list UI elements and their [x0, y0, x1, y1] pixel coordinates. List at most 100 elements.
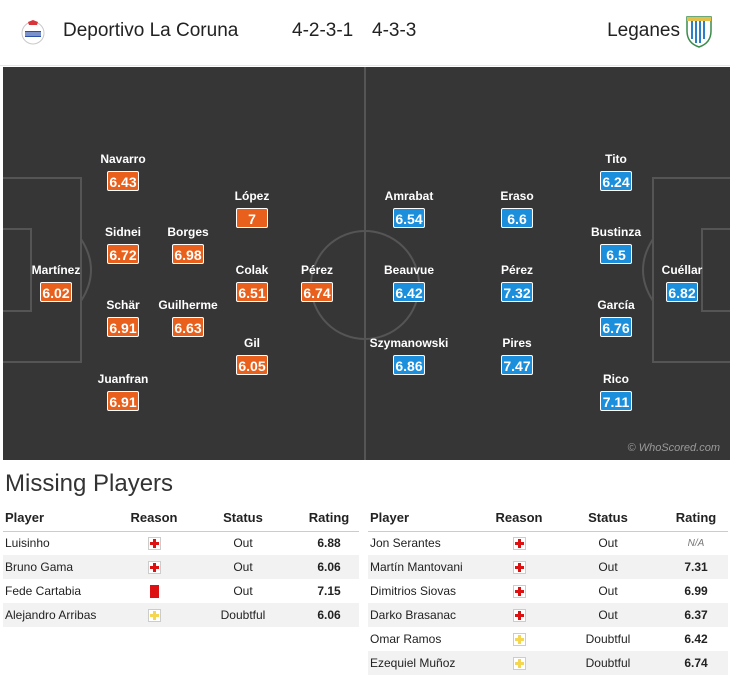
- home-player-colak[interactable]: Colak 6.51: [207, 263, 297, 303]
- away-player-szymanowski[interactable]: Szymanowski 6.86: [364, 336, 454, 376]
- injury-icon: [512, 561, 526, 575]
- away-player-tito[interactable]: Tito 6.24: [571, 152, 661, 192]
- leganes-crest-icon: [686, 16, 712, 48]
- home-player-juanfran[interactable]: Juanfran 6.91: [78, 372, 168, 412]
- player-rating: 6.74: [301, 282, 333, 302]
- away-player-perez[interactable]: Pérez 7.32: [472, 263, 562, 303]
- missing-player-name[interactable]: Darko Brasanac: [368, 603, 486, 627]
- player-name: Eraso: [500, 189, 534, 203]
- status-cell: Out: [552, 603, 664, 627]
- missing-player-name[interactable]: Alejandro Arribas: [3, 603, 121, 627]
- player-rating: 7: [236, 208, 268, 228]
- player-name: García: [597, 298, 635, 312]
- missing-player-name[interactable]: Ezequiel Muñoz: [368, 651, 486, 675]
- reason-cell: [486, 555, 552, 579]
- player-name: López: [234, 189, 270, 203]
- away-player-bustinza[interactable]: Bustinza 6.5: [571, 225, 661, 265]
- column-header-rating: Rating: [664, 505, 728, 532]
- away-player-beauvue[interactable]: Beauvue 6.42: [364, 263, 454, 303]
- player-name: Colak: [235, 263, 269, 277]
- rating-cell: 6.42: [684, 632, 708, 646]
- player-rating: 6.43: [107, 171, 139, 191]
- home-player-gil[interactable]: Gil 6.05: [207, 336, 297, 376]
- away-player-amrabat[interactable]: Amrabat 6.54: [364, 189, 454, 229]
- home-player-lopez[interactable]: López 7: [207, 189, 297, 229]
- injury-icon: [512, 609, 526, 623]
- away-missing-table: Player Reason Status Rating Jon Serantes…: [368, 505, 728, 675]
- reason-cell: [486, 651, 552, 675]
- column-header-reason: Reason: [486, 505, 552, 532]
- home-player-guilherme[interactable]: Guilherme 6.63: [143, 298, 233, 338]
- status-cell: Out: [552, 555, 664, 579]
- pitch: Martínez 6.02 Navarro 6.43 Sidnei 6.72 S…: [3, 67, 730, 460]
- doubtful-icon: [147, 609, 161, 623]
- home-team-name[interactable]: Deportivo La Coruna: [63, 20, 239, 41]
- table-row: Dimitrios Siovas Out 6.99: [368, 579, 728, 603]
- player-name: Guilherme: [158, 298, 218, 312]
- rating-cell: 6.88: [317, 536, 341, 551]
- away-team-name[interactable]: Leganes: [607, 20, 680, 41]
- rating-cell: 6.06: [299, 555, 359, 579]
- player-rating: 6.05: [236, 355, 268, 375]
- doubtful-icon: [512, 657, 526, 671]
- table-row: Darko Brasanac Out 6.37: [368, 603, 728, 627]
- player-name: Pérez: [500, 263, 534, 277]
- rating-cell: 6.74: [664, 651, 728, 675]
- status-cell: Out: [187, 555, 299, 579]
- injury-icon: [512, 537, 526, 551]
- rating-cell: 6.37: [664, 603, 728, 627]
- status-cell: Out: [598, 536, 618, 551]
- doubtful-icon: [512, 633, 526, 647]
- player-name: Juanfran: [97, 372, 149, 386]
- away-player-cuellar[interactable]: Cuéllar 6.82: [637, 263, 727, 303]
- rating-cell: 6.99: [684, 584, 708, 598]
- away-player-pires[interactable]: Pires 7.47: [472, 336, 562, 376]
- player-name: Borges: [167, 225, 209, 239]
- home-player-perez[interactable]: Pérez 6.74: [272, 263, 362, 303]
- missing-player-name[interactable]: Dimitrios Siovas: [370, 584, 457, 598]
- reason-cell: [121, 555, 187, 579]
- missing-player-name[interactable]: Fede Cartabia: [5, 584, 82, 598]
- home-player-borges[interactable]: Borges 6.98: [143, 225, 233, 265]
- player-rating: 6.82: [666, 282, 698, 302]
- missing-player-name[interactable]: Omar Ramos: [370, 632, 442, 646]
- player-rating: 6.86: [393, 355, 425, 375]
- player-name: Tito: [605, 152, 627, 166]
- away-player-rico[interactable]: Rico 7.11: [571, 372, 661, 412]
- away-player-garcia[interactable]: García 6.76: [571, 298, 661, 338]
- player-name: Schär: [106, 298, 140, 312]
- home-player-martinez[interactable]: Martínez 6.02: [11, 263, 101, 303]
- player-name: Gil: [243, 336, 260, 350]
- table-row: Luisinho Out 6.88: [3, 531, 359, 555]
- player-name: Martínez: [31, 263, 81, 277]
- missing-player-name[interactable]: Jon Serantes: [370, 536, 441, 551]
- player-name: Bustinza: [590, 225, 641, 239]
- player-rating: 7.11: [600, 391, 632, 411]
- away-formation: 4-3-3: [372, 20, 417, 41]
- table-row: Alejandro Arribas Doubtful 6.06: [3, 603, 359, 627]
- missing-player-name[interactable]: Bruno Gama: [3, 555, 121, 579]
- player-rating: 6.76: [600, 317, 632, 337]
- injury-icon: [147, 537, 161, 551]
- table-row: Martín Mantovani Out 7.31: [368, 555, 728, 579]
- home-player-schar[interactable]: Schär 6.91: [78, 298, 168, 338]
- reason-cell: [121, 531, 187, 555]
- match-header: Deportivo La Coruna 4-2-3-1 4-3-3 Legane…: [0, 0, 730, 66]
- away-player-eraso[interactable]: Eraso 6.6: [472, 189, 562, 229]
- missing-player-name[interactable]: Luisinho: [5, 536, 50, 551]
- column-header-player: Player: [3, 505, 121, 532]
- column-header-reason: Reason: [121, 505, 187, 532]
- table-row: Jon Serantes Out N/A: [368, 531, 728, 555]
- home-player-sidnei[interactable]: Sidnei 6.72: [78, 225, 168, 265]
- missing-player-name[interactable]: Martín Mantovani: [368, 555, 486, 579]
- player-rating: 7.32: [501, 282, 533, 302]
- player-rating: 6.72: [107, 244, 139, 264]
- status-cell: Doubtful: [552, 651, 664, 675]
- player-rating: 6.6: [501, 208, 533, 228]
- status-cell: Doubtful: [585, 632, 631, 646]
- table-row: Bruno Gama Out 6.06: [3, 555, 359, 579]
- status-cell: Doubtful: [187, 603, 299, 627]
- home-player-navarro[interactable]: Navarro 6.43: [78, 152, 168, 192]
- home-missing-table: Player Reason Status Rating Luisinho Out…: [3, 505, 359, 627]
- player-rating: 6.42: [393, 282, 425, 302]
